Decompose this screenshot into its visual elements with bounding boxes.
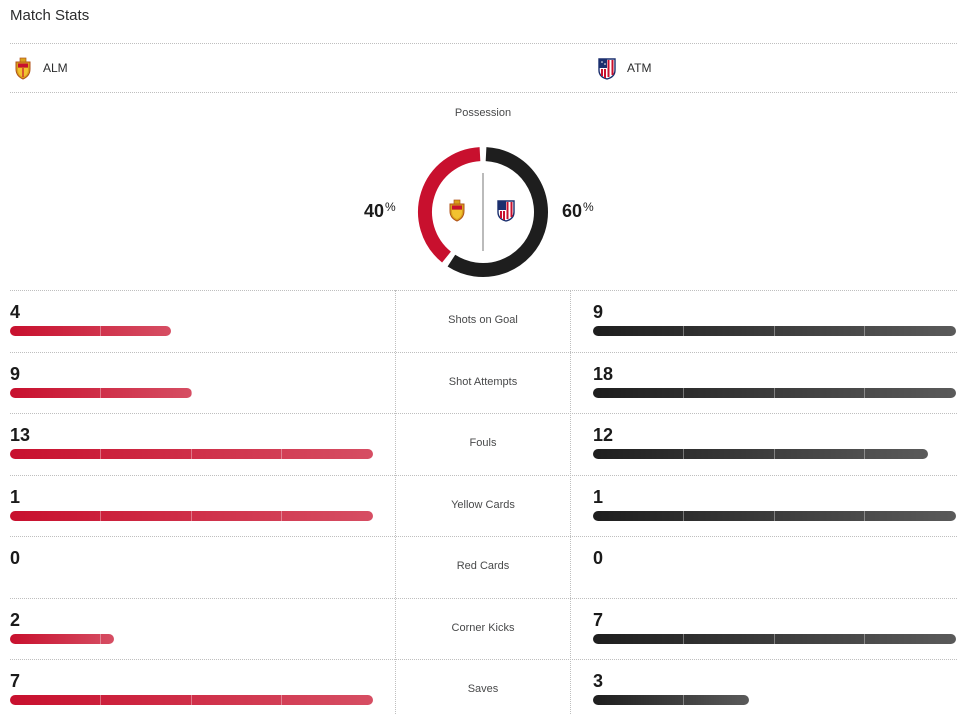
bar-tick xyxy=(683,510,684,521)
home-stat-bar xyxy=(10,633,114,644)
bar-tick xyxy=(100,387,101,398)
stat-row: 9 Shot Attempts 18 xyxy=(0,351,965,414)
home-stat-value: 2 xyxy=(10,609,21,630)
away-stat-bar xyxy=(593,510,956,521)
away-stat-bar xyxy=(593,326,956,336)
away-stat-value: 12 xyxy=(593,425,614,445)
stat-row: 0 Red Cards 0 xyxy=(0,536,965,598)
home-team[interactable]: ALM xyxy=(12,56,68,80)
home-stat-bar xyxy=(10,695,373,705)
bar-tick xyxy=(683,449,684,459)
row-divider xyxy=(10,659,957,660)
bar-tick xyxy=(191,449,192,459)
home-possession-value: 40 xyxy=(364,201,385,221)
row-divider xyxy=(10,474,957,476)
stat-label: Shot Attempts xyxy=(448,375,518,388)
bar-tick xyxy=(191,387,192,398)
home-stat-value: 9 xyxy=(10,363,21,384)
row-divider xyxy=(10,597,957,599)
stat-row: 4 Shots on Goal 9 xyxy=(0,290,965,352)
bar-tick xyxy=(683,387,684,398)
bar-tick xyxy=(774,326,775,336)
bar-tick xyxy=(683,326,684,336)
percent-unit: % xyxy=(385,200,396,214)
home-possession-arc xyxy=(418,147,481,263)
home-stat-value: 13 xyxy=(10,425,31,445)
stat-label: Yellow Cards xyxy=(451,498,515,511)
column-divider xyxy=(395,290,396,714)
stat-row: 7 Saves 3 xyxy=(0,659,965,721)
atletico-crest-icon xyxy=(596,56,618,80)
almeria-crest-icon xyxy=(449,199,465,222)
bar-tick xyxy=(100,510,101,521)
home-possession: 40% xyxy=(364,200,396,222)
stat-row: 2 Corner Kicks 7 xyxy=(0,597,965,660)
bar-tick xyxy=(864,326,865,336)
divider xyxy=(10,43,957,44)
atletico-crest-icon xyxy=(497,200,515,222)
bar-tick xyxy=(774,449,775,459)
stat-label: Fouls xyxy=(469,437,497,449)
away-stat-bar xyxy=(593,695,749,705)
stat-label: Saves xyxy=(467,683,499,695)
row-divider xyxy=(10,351,957,353)
away-stat-bar xyxy=(593,633,956,644)
home-team-abbr: ALM xyxy=(43,61,68,75)
away-team-abbr: ATM xyxy=(627,61,652,75)
home-stat-bar xyxy=(10,510,373,521)
bar-tick xyxy=(281,695,282,705)
away-stat-bar xyxy=(593,449,928,459)
bar-tick xyxy=(191,695,192,705)
home-stat-bar xyxy=(10,326,171,336)
bar-tick xyxy=(281,510,282,521)
stat-label: Red Cards xyxy=(456,560,510,572)
bar-tick xyxy=(864,510,865,521)
bar-tick xyxy=(774,387,775,398)
away-team[interactable]: ATM xyxy=(596,56,651,80)
bar-tick xyxy=(100,695,101,705)
away-stat-value: 0 xyxy=(593,548,604,568)
bar-tick xyxy=(281,449,282,459)
away-stat-bar xyxy=(593,387,956,398)
home-stat-bar xyxy=(10,449,373,459)
row-divider xyxy=(10,413,957,414)
home-stat-value: 7 xyxy=(10,671,21,691)
away-stat-value: 9 xyxy=(593,302,604,322)
home-stat-bar xyxy=(10,387,192,398)
stat-row: 13 Fouls 12 xyxy=(0,413,965,475)
bar-tick xyxy=(100,633,101,644)
away-stat-value: 7 xyxy=(593,609,604,630)
bar-tick xyxy=(774,633,775,644)
home-stat-value: 1 xyxy=(10,486,21,507)
almeria-crest-icon xyxy=(12,56,34,80)
bar-tick xyxy=(774,510,775,521)
away-possession-value: 60 xyxy=(562,201,583,221)
bar-tick xyxy=(683,633,684,644)
bar-tick xyxy=(864,633,865,644)
possession-label: Possession xyxy=(454,107,512,119)
row-divider xyxy=(10,290,957,291)
bar-tick xyxy=(100,449,101,459)
bar-tick xyxy=(864,449,865,459)
column-divider xyxy=(570,290,571,714)
divider xyxy=(10,92,957,93)
possession-donut xyxy=(418,147,548,277)
home-stat-value: 0 xyxy=(10,548,21,568)
percent-unit: % xyxy=(583,200,594,214)
away-stat-value: 18 xyxy=(593,363,614,384)
away-stat-value: 3 xyxy=(593,671,604,691)
stat-row: 1 Yellow Cards 1 xyxy=(0,474,965,537)
page-title: Match Stats xyxy=(10,7,90,24)
bar-tick xyxy=(864,387,865,398)
away-possession: 60% xyxy=(562,200,594,222)
bar-tick xyxy=(191,510,192,521)
away-stat-value: 1 xyxy=(593,486,604,507)
stat-label: Corner Kicks xyxy=(451,621,515,634)
home-stat-value: 4 xyxy=(10,302,21,322)
stat-label: Shots on Goal xyxy=(448,314,518,326)
row-divider xyxy=(10,536,957,537)
away-possession-arc xyxy=(447,147,548,277)
bar-tick xyxy=(683,695,684,705)
bar-tick xyxy=(100,326,101,336)
